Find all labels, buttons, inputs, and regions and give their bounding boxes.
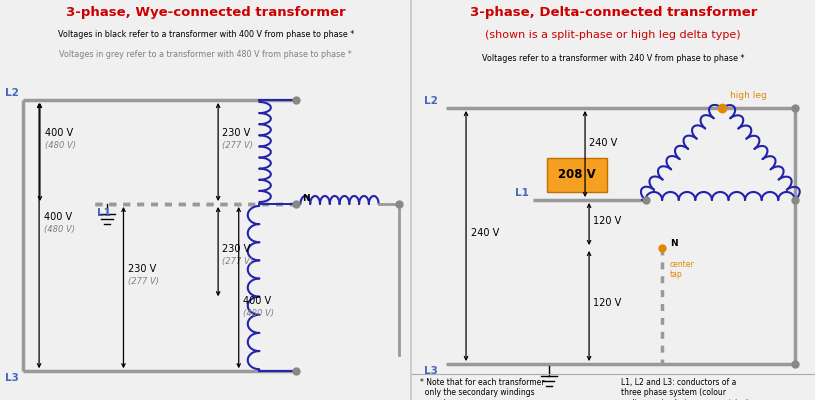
Text: (277 V): (277 V) (222, 257, 253, 266)
Text: (480 V): (480 V) (44, 225, 75, 234)
Text: 240 V: 240 V (471, 228, 500, 238)
Text: Voltages refer to a transformer with 240 V from phase to phase *: Voltages refer to a transformer with 240… (482, 54, 745, 63)
Text: N: N (670, 239, 677, 248)
Text: L1: L1 (97, 208, 111, 218)
FancyBboxPatch shape (547, 158, 607, 192)
Text: 208 V: 208 V (558, 168, 596, 181)
Text: (277 V): (277 V) (128, 277, 159, 286)
Text: 230 V: 230 V (222, 128, 250, 138)
Text: center
tap: center tap (670, 260, 694, 279)
Text: (480 V): (480 V) (45, 141, 76, 150)
Text: 400 V: 400 V (243, 296, 271, 306)
Text: (480 V): (480 V) (243, 309, 274, 318)
Text: 3-phase, Wye-connected transformer: 3-phase, Wye-connected transformer (66, 6, 346, 19)
Text: Voltages in grey refer to a transformer with 480 V from phase to phase *: Voltages in grey refer to a transformer … (59, 50, 352, 59)
Text: L3: L3 (424, 366, 438, 376)
Text: L2: L2 (5, 88, 19, 98)
Text: L1: L1 (515, 188, 529, 198)
Text: 400 V: 400 V (44, 212, 73, 222)
Text: 120 V: 120 V (593, 216, 621, 226)
Text: 3-phase, Delta-connected transformer: 3-phase, Delta-connected transformer (469, 6, 757, 19)
Text: L1, L2 and L3: conductors of a
three phase system (colour
coding varies between : L1, L2 and L3: conductors of a three pha… (621, 378, 751, 400)
Text: L2: L2 (424, 96, 438, 106)
Text: high leg: high leg (730, 91, 767, 100)
Text: Voltages in black refer to a transformer with 400 V from phase to phase *: Voltages in black refer to a transformer… (58, 30, 354, 39)
Text: 230 V: 230 V (128, 264, 156, 274)
Text: 230 V: 230 V (222, 244, 250, 254)
Text: 120 V: 120 V (593, 298, 621, 308)
Text: 400 V: 400 V (45, 128, 73, 138)
Text: * Note that for each transformer
  only the secondary windings
  are shown.: * Note that for each transformer only th… (420, 378, 544, 400)
Text: (277 V): (277 V) (222, 141, 253, 150)
Text: L3: L3 (5, 373, 19, 383)
Text: N: N (302, 194, 311, 203)
Text: 240 V: 240 V (589, 138, 617, 148)
Text: (shown is a split-phase or high leg delta type): (shown is a split-phase or high leg delt… (486, 30, 741, 40)
